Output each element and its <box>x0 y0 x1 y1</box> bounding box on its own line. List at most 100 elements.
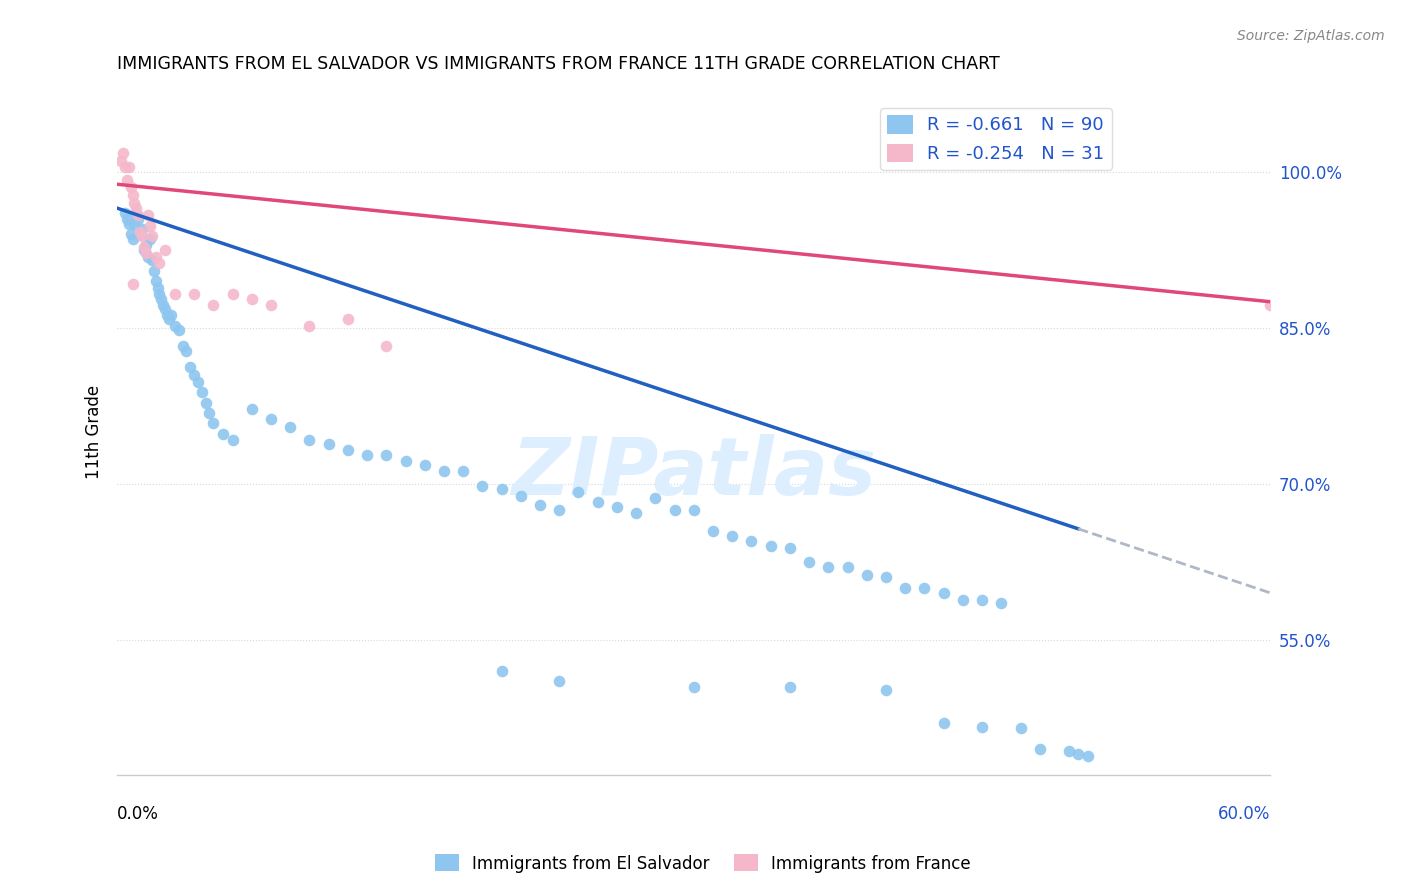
Text: 0.0%: 0.0% <box>117 805 159 823</box>
Point <box>548 502 571 516</box>
Point <box>336 443 359 458</box>
Point <box>132 240 155 254</box>
Legend: R = -0.661   N = 90, R = -0.254   N = 31: R = -0.661 N = 90, R = -0.254 N = 31 <box>880 108 1112 170</box>
Point <box>875 682 897 697</box>
Point <box>471 479 494 493</box>
Text: ZIPatlas: ZIPatlas <box>512 434 876 512</box>
Point <box>1029 742 1052 756</box>
Point <box>141 253 163 268</box>
Point <box>155 301 177 316</box>
Point <box>194 395 217 409</box>
Point <box>972 593 994 607</box>
Point <box>606 500 628 514</box>
Point <box>187 375 209 389</box>
Point <box>115 211 138 226</box>
Point <box>125 206 148 220</box>
Point <box>817 560 839 574</box>
Point <box>135 246 157 260</box>
Point <box>115 173 138 187</box>
Point <box>121 232 143 246</box>
Point <box>1010 721 1032 735</box>
Point <box>932 586 955 600</box>
Point <box>125 201 148 215</box>
Point <box>120 180 142 194</box>
Legend: Immigrants from El Salvador, Immigrants from France: Immigrants from El Salvador, Immigrants … <box>429 847 977 880</box>
Point <box>146 281 169 295</box>
Point <box>260 412 283 426</box>
Point <box>914 581 936 595</box>
Point <box>135 237 157 252</box>
Point <box>202 417 225 431</box>
Point <box>759 539 782 553</box>
Point <box>172 339 194 353</box>
Point <box>240 401 263 416</box>
Point <box>779 541 801 556</box>
Point <box>167 323 190 337</box>
Point <box>221 287 243 301</box>
Point <box>129 227 152 242</box>
Point <box>375 339 398 353</box>
Point <box>148 256 170 270</box>
Point <box>1067 747 1090 761</box>
Point <box>179 360 201 375</box>
Point <box>394 454 416 468</box>
Point <box>163 287 186 301</box>
Point <box>972 720 994 734</box>
Point <box>198 406 221 420</box>
Point <box>142 263 165 277</box>
Point <box>118 160 141 174</box>
Point <box>111 146 134 161</box>
Text: Source: ZipAtlas.com: Source: ZipAtlas.com <box>1237 29 1385 43</box>
Point <box>131 222 153 236</box>
Point <box>121 187 143 202</box>
Point <box>278 419 301 434</box>
Point <box>491 664 513 678</box>
Point <box>548 674 571 689</box>
Point <box>1077 749 1099 764</box>
Point <box>163 318 186 333</box>
Text: IMMIGRANTS FROM EL SALVADOR VS IMMIGRANTS FROM FRANCE 11TH GRADE CORRELATION CHA: IMMIGRANTS FROM EL SALVADOR VS IMMIGRANT… <box>117 55 1000 73</box>
Point <box>114 160 136 174</box>
Point <box>121 277 143 291</box>
Point <box>160 308 183 322</box>
Point <box>356 448 378 462</box>
Point <box>875 570 897 584</box>
Text: 60.0%: 60.0% <box>1218 805 1271 823</box>
Point <box>567 485 589 500</box>
Point <box>118 217 141 231</box>
Point <box>139 219 162 233</box>
Point <box>124 217 146 231</box>
Point <box>120 227 142 242</box>
Point <box>586 495 609 509</box>
Point <box>212 426 235 441</box>
Point <box>124 196 146 211</box>
Point <box>152 298 174 312</box>
Point <box>155 243 177 257</box>
Point <box>132 243 155 257</box>
Point <box>127 211 149 226</box>
Point <box>451 464 474 478</box>
Point <box>298 433 321 447</box>
Point <box>682 680 704 694</box>
Point <box>136 209 159 223</box>
Point <box>433 464 456 478</box>
Point <box>837 560 859 574</box>
Point <box>176 343 198 358</box>
Point <box>1057 744 1080 758</box>
Point <box>932 715 955 730</box>
Point <box>990 596 1012 610</box>
Point <box>721 529 744 543</box>
Point <box>183 368 205 382</box>
Point <box>141 229 163 244</box>
Point <box>183 287 205 301</box>
Point <box>110 154 132 169</box>
Point <box>375 448 398 462</box>
Point <box>336 312 359 326</box>
Point <box>150 292 173 306</box>
Point <box>644 491 666 506</box>
Point <box>509 489 531 503</box>
Point <box>131 229 153 244</box>
Point <box>779 680 801 694</box>
Point <box>856 568 879 582</box>
Point <box>491 482 513 496</box>
